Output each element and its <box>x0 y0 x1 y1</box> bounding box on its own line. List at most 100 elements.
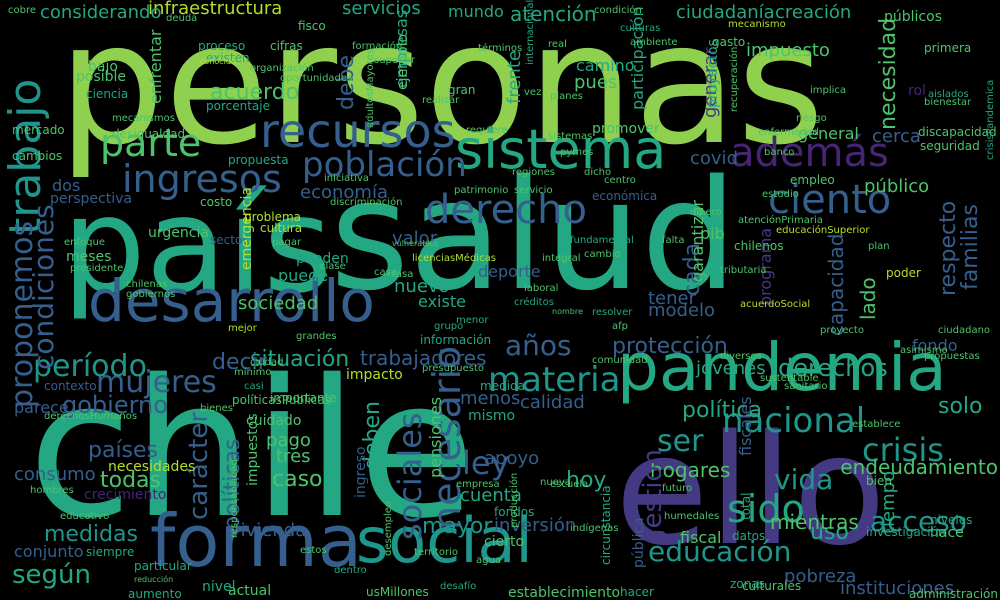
word-pandemia: pandemia <box>617 329 947 406</box>
word-ciudadano: ciudadano <box>938 325 991 336</box>
word-grandes: grandes <box>296 331 337 342</box>
word-chile: chile <box>28 339 476 560</box>
word-fiscales: fiscales <box>736 396 755 456</box>
word-conjunto: conjunto <box>14 542 84 561</box>
word-empresa: empresa <box>456 479 500 490</box>
word-pensiones: pensiones <box>426 396 445 478</box>
word-derecho: derecho <box>425 187 587 233</box>
word-pobreza: pobreza <box>784 566 857 587</box>
word-calidad: calidad <box>520 392 585 413</box>
word-iniciativa: iniciativa <box>324 173 370 184</box>
word-cerca: cerca <box>872 126 921 147</box>
word-adultosmayores: adultosMayores <box>365 49 376 128</box>
word-impuesto: impuesto <box>746 40 830 61</box>
word-proteccion: protección <box>612 334 728 359</box>
word-contexto: contexto <box>44 379 97 393</box>
word-presupuesto: presupuesto <box>422 363 485 374</box>
word-general: general <box>798 124 859 143</box>
word-educativo: educativo <box>60 511 110 522</box>
word-condiciones: condiciones <box>27 204 60 370</box>
word-casa: casa <box>374 267 397 278</box>
word-indigenas: indígenas <box>570 523 619 534</box>
word-creacion: creación <box>775 2 852 23</box>
word-estos: estos <box>300 545 327 556</box>
word-salud: salud <box>330 147 738 324</box>
word-porcentaje: porcentaje <box>206 99 270 113</box>
word-pais: país <box>62 169 333 323</box>
word-real: real <box>548 39 567 50</box>
word-respecto: respecto <box>936 200 961 296</box>
word-gobierno2: gobiernos <box>126 289 176 300</box>
word-mismo: mismo <box>468 408 516 424</box>
word-poblacion: población <box>302 145 467 185</box>
word-fondos: fondos <box>494 505 535 519</box>
word-falta: falta <box>662 235 685 246</box>
word-acuerdo: acuerdo <box>210 80 300 105</box>
word-propuestas: propuestas <box>924 351 980 362</box>
word-hombres: hombres <box>30 485 74 496</box>
word-valor: valor <box>392 228 438 249</box>
word-responsabilidad: responsabilidad <box>229 459 240 538</box>
word-gran: gran <box>448 83 476 97</box>
word-jovenes: jóvenes <box>696 358 766 379</box>
word-territorio: territorio <box>414 547 458 558</box>
word-publicos: públicos <box>884 9 942 25</box>
word-mayor: mayor <box>422 514 493 539</box>
word-caso: caso <box>272 467 323 492</box>
word-ambiente: ambiente <box>630 37 678 48</box>
word-hace: hace <box>930 525 964 541</box>
word-mejor: mejor <box>228 323 257 334</box>
word-reduccion: reducción <box>134 575 174 584</box>
word-laboral: laboral <box>524 283 559 294</box>
word-decir: decir <box>212 350 267 375</box>
word-ley: ley <box>462 444 510 482</box>
word-parte: parte <box>100 121 202 165</box>
word-importante: importante <box>270 391 337 405</box>
word-afp: afp <box>612 321 628 332</box>
word-ciento: ciento <box>768 177 892 223</box>
word-estudio: estudio <box>762 189 799 200</box>
word-requiere: requiere <box>466 125 508 136</box>
word-crisispandemica: crisisPandemica <box>985 79 996 160</box>
word-covid: covid <box>690 148 738 169</box>
word-cierto: cierto <box>484 534 525 550</box>
word-anos: años <box>505 329 572 362</box>
word-culturales: culturales <box>742 579 802 593</box>
word-modelo: modelo <box>648 300 716 321</box>
word-deuda: deuda <box>166 13 198 24</box>
word-fondo: fondo <box>912 336 958 355</box>
word-seguridad: seguridad <box>920 139 980 153</box>
word-zonas: zonas <box>730 577 765 591</box>
word-bienestar: bienestar <box>924 97 972 108</box>
word-servicio: servicio <box>514 185 553 196</box>
word-instituciones: instituciones <box>840 578 955 599</box>
word-fisco: fisco <box>298 19 326 33</box>
word-desigualdad: desigualdad <box>112 127 186 141</box>
word-diversos: diversos <box>720 351 762 362</box>
word-mercado: mercado <box>12 123 65 137</box>
word-mientras: mientras <box>770 510 859 534</box>
word-considerando: considerando <box>40 2 162 23</box>
word-acuerdosocial: acuerdoSocial <box>740 299 811 310</box>
word-cifras: cifras <box>270 39 303 53</box>
word-administracion: administración <box>908 587 998 600</box>
word-necesidad: necesidad <box>876 17 901 130</box>
word-formacion: formación <box>352 41 403 52</box>
word-planes: planes <box>550 91 583 102</box>
word-impuestos: impuestos <box>245 413 261 486</box>
word-establece: establece <box>852 419 901 430</box>
word-ingreso: ingreso <box>353 446 369 498</box>
word-servicios: servicios <box>342 0 421 19</box>
word-pago: pago <box>266 430 311 451</box>
word-dentro: dentro <box>334 565 367 576</box>
word-menor: menor <box>456 315 489 326</box>
word-organizacion: organización <box>250 63 314 74</box>
word-rol: rol <box>908 83 926 99</box>
word-enfoque: enfoque <box>64 237 105 248</box>
word-apoyo: apoyo <box>484 448 540 469</box>
word-particular: particular <box>134 559 192 573</box>
word-grupo: grupo <box>434 321 464 332</box>
word-parece: parece <box>14 398 69 417</box>
word-futuro: futuro <box>662 483 693 494</box>
word-infraestructura: infraestructura <box>148 0 283 19</box>
